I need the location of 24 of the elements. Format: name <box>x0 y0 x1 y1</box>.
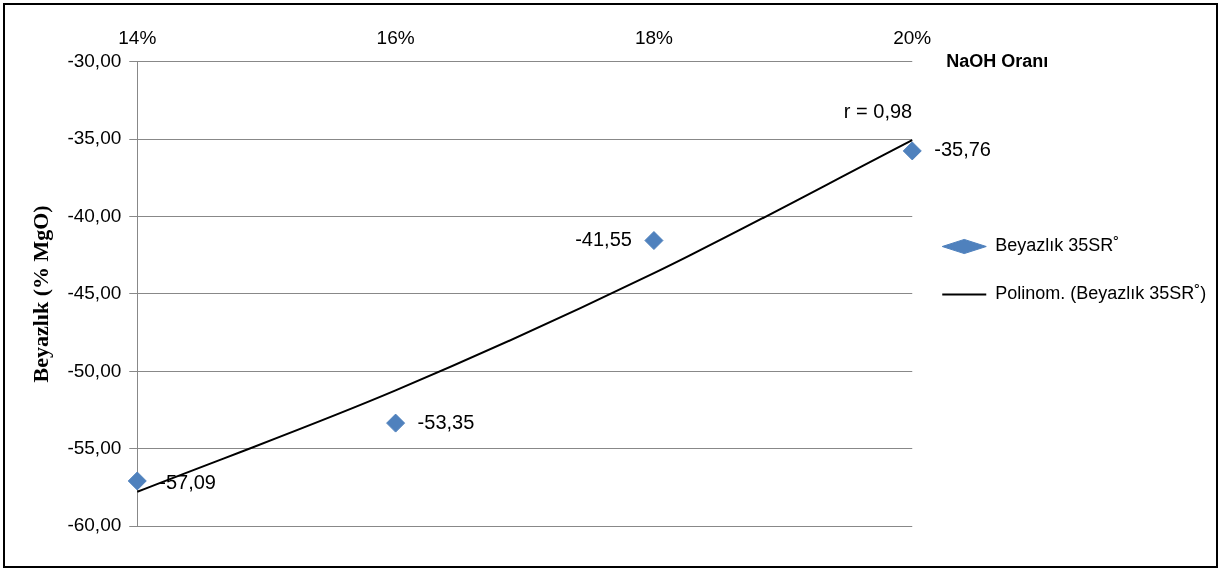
point <box>902 141 922 161</box>
y-tick-label: -45,00 <box>67 282 122 304</box>
x-tick-label: 16% <box>376 26 415 48</box>
legend-label: Beyazlık 35SR˚ <box>995 235 1120 256</box>
y-tick-label: -35,00 <box>67 127 122 149</box>
data-label: -35,76 <box>934 138 991 161</box>
y-tick-label: -30,00 <box>67 50 122 72</box>
x-tick-label: 14% <box>118 26 157 48</box>
legend-label: Polinom. (Beyazlık 35SR˚) <box>995 283 1207 304</box>
point <box>644 231 664 251</box>
x-axis-title: NaOH Oranı <box>946 50 1049 71</box>
data-label: -41,55 <box>575 228 632 251</box>
y-axis-title: Beyazlık (% MgO) <box>27 205 53 383</box>
y-tick-label: -60,00 <box>67 514 122 536</box>
data-label: -57,09 <box>159 471 216 494</box>
y-tick-label: -40,00 <box>67 204 122 226</box>
x-tick-label: 18% <box>634 26 674 48</box>
y-tick-label: -50,00 <box>67 359 122 381</box>
point <box>127 471 147 491</box>
y-tick-label: -55,00 <box>67 436 122 458</box>
data-label: -53,35 <box>417 410 475 433</box>
annotation: r = 0,98 <box>843 100 913 123</box>
x-tick-label: 20% <box>893 26 932 48</box>
point <box>386 413 406 433</box>
